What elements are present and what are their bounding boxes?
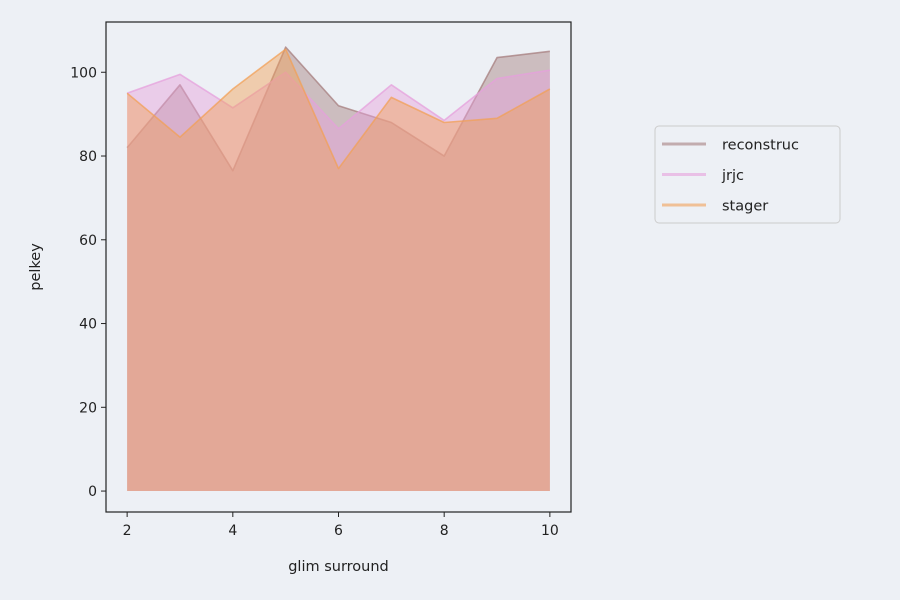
line-jrjc — [126, 69, 550, 130]
line-stager — [126, 48, 551, 170]
y-tick-label: 100 — [70, 65, 97, 81]
plot-background — [106, 22, 571, 512]
area-stager — [127, 49, 550, 492]
legend-label-stager: stager — [722, 199, 768, 215]
x-tick-label: 8 — [440, 523, 449, 539]
y-tick-label: 40 — [79, 317, 97, 333]
area-reconstruc — [127, 47, 550, 492]
area-jrjc — [127, 70, 550, 492]
x-axis-label: glim surround — [288, 559, 389, 575]
y-axis-label: pelkey — [28, 243, 44, 291]
series-areas — [126, 46, 551, 492]
legend-label-reconstruc: reconstruc — [722, 138, 799, 154]
x-axis-ticks: 2 4 6 8 10 — [123, 512, 559, 539]
y-axis-ticks: 0 20 40 60 80 100 — [70, 65, 106, 500]
legend-box — [654, 125, 841, 224]
y-tick-label: 0 — [88, 484, 97, 500]
x-tick-label: 2 — [123, 523, 132, 539]
legend-label-jrjc: jrjc — [721, 168, 744, 184]
y-tick-label: 60 — [79, 233, 97, 249]
y-tick-label: 80 — [79, 149, 97, 165]
x-tick-label: 6 — [334, 523, 343, 539]
legend: reconstruc jrjc stager — [654, 125, 841, 224]
x-tick-label: 10 — [541, 523, 559, 539]
line-reconstruc — [126, 46, 550, 172]
x-tick-label: 4 — [228, 523, 237, 539]
y-tick-label: 20 — [79, 400, 97, 416]
